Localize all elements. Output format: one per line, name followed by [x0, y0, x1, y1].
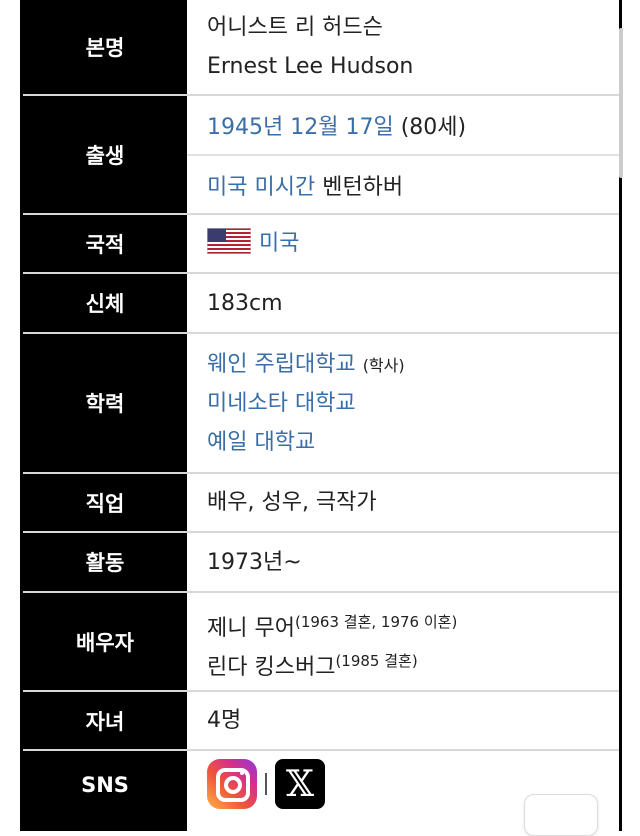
- school-link[interactable]: 미네소타 대학교: [207, 390, 356, 416]
- label-occupation: 직업: [23, 474, 187, 531]
- spouse-name: 제니 무어: [207, 615, 295, 641]
- label-birth: 출생: [23, 96, 187, 213]
- row-occupation: 직업 배우, 성우, 극작가: [23, 474, 619, 533]
- school-link[interactable]: 웨인 주립대학교: [207, 351, 356, 377]
- label-body: 신체: [23, 274, 187, 332]
- row-body: 신체 183cm: [23, 274, 619, 334]
- age: (80세): [400, 115, 467, 140]
- birth-date-link[interactable]: 1945년 12월 17일: [207, 115, 394, 140]
- divider: [265, 773, 267, 795]
- school-link[interactable]: 예일 대학교: [207, 429, 316, 455]
- row-spouse: 배우자 제니 무어(1963 결혼, 1976 이혼) 린다 킹스버그(1985…: [23, 593, 619, 692]
- active-years: 1973년~: [207, 549, 302, 575]
- label-education: 학력: [23, 334, 187, 472]
- row-birth: 출생 1945년 12월 17일 (80세) 미국 미시간 벤턴하버: [23, 96, 619, 215]
- label-active: 활동: [23, 533, 187, 591]
- degree-note: (학사): [362, 355, 405, 375]
- spouse-note: (1963 결혼, 1976 이혼): [294, 612, 458, 631]
- occupation-value: 배우, 성우, 극작가: [207, 490, 377, 515]
- infobox-table: 본명 어니스트 리 허드슨 Ernest Lee Hudson 출생 1945년…: [20, 0, 622, 831]
- row-education: 학력 웨인 주립대학교 (학사) 미네소타 대학교 예일 대학교: [23, 334, 619, 474]
- korean-name: 어니스트 리 허드슨: [207, 15, 383, 40]
- row-real-name: 본명 어니스트 리 허드슨 Ernest Lee Hudson: [23, 0, 619, 96]
- spouse-note: (1985 결혼): [335, 651, 418, 670]
- us-flag-icon: [207, 228, 251, 254]
- birthplace-link[interactable]: 미국 미시간: [207, 174, 316, 200]
- birthplace-city: 벤턴하버: [322, 174, 404, 200]
- row-active: 활동 1973년~: [23, 533, 619, 593]
- english-name: Ernest Lee Hudson: [207, 54, 414, 79]
- nationality-link[interactable]: 미국: [259, 231, 300, 256]
- row-children: 자녀 4명: [23, 692, 619, 751]
- label-nationality: 국적: [23, 215, 187, 272]
- height-value: 183cm: [207, 290, 283, 316]
- label-children: 자녀: [23, 692, 187, 749]
- spouse-name: 린다 킹스버그: [207, 654, 336, 680]
- label-spouse: 배우자: [23, 593, 187, 690]
- label-sns: SNS: [23, 751, 187, 831]
- instagram-icon[interactable]: [207, 759, 257, 809]
- floating-button[interactable]: [524, 794, 598, 836]
- children-value: 4명: [207, 708, 242, 733]
- label-real-name: 본명: [23, 0, 187, 94]
- row-nationality: 국적 미국: [23, 215, 619, 274]
- scrollbar[interactable]: [619, 28, 623, 178]
- x-icon[interactable]: 𝕏: [275, 759, 325, 809]
